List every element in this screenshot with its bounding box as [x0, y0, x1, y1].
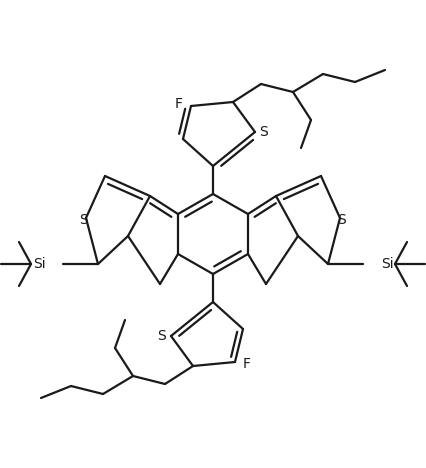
Text: F: F [243, 357, 251, 371]
Text: S: S [157, 329, 165, 343]
Text: F: F [175, 97, 183, 111]
Text: Si: Si [33, 257, 45, 271]
Text: Si: Si [381, 257, 393, 271]
Text: S: S [338, 213, 346, 227]
Text: S: S [80, 213, 88, 227]
Text: S: S [259, 125, 268, 139]
